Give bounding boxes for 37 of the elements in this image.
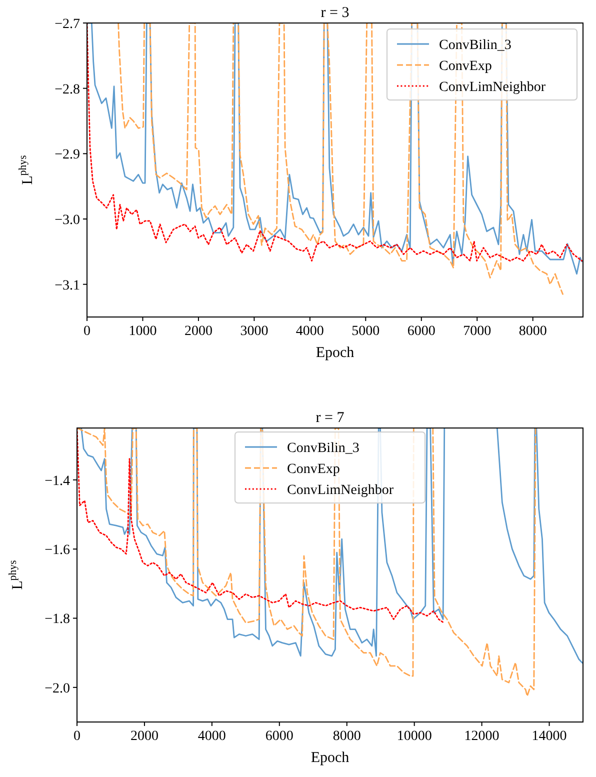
x-tick-label: 5000 [352, 324, 380, 339]
line-series [118, 23, 564, 295]
x-tick-label: 2000 [130, 729, 158, 744]
x-tick-label: 6000 [265, 729, 294, 744]
x-tick-label: 2000 [184, 324, 212, 339]
x-tick-label: 8000 [518, 324, 547, 339]
y-tick-label: −2.8 [54, 82, 80, 98]
chart-title: r = 7 [316, 410, 345, 426]
x-axis-title: Epoch [310, 750, 350, 766]
legend-label: ConvExp [287, 462, 340, 477]
y-tick-label: −2.7 [54, 17, 80, 32]
y-tick-label: −2.9 [54, 148, 80, 163]
legend-label: ConvBilin_3 [287, 441, 360, 456]
x-tick-label: 10000 [396, 729, 432, 744]
y-tick-label: −1.6 [44, 543, 70, 558]
x-tick-label: 0 [74, 729, 80, 744]
x-tick-label: 0 [84, 324, 90, 339]
y-tick-label: −1.8 [44, 612, 70, 628]
x-tick-label: 1000 [128, 324, 157, 339]
x-tick-label: 3000 [240, 324, 268, 339]
x-tick-label: 12000 [464, 729, 500, 744]
legend-label: ConvLimNeighbor [287, 483, 394, 498]
x-tick-label: 4000 [296, 324, 324, 339]
x-tick-label: 14000 [532, 729, 567, 744]
x-tick-label: 6000 [407, 324, 436, 339]
y-tick-label: −3.0 [54, 213, 80, 228]
chart-title: r = 3 [320, 5, 350, 21]
legend-label: ConvExp [439, 59, 492, 74]
y-tick-label: −1.4 [44, 474, 70, 489]
y-tick-label: −2.0 [44, 681, 70, 696]
y-tick-label: −3.1 [54, 278, 80, 294]
legend-label: ConvBilin_3 [439, 38, 512, 53]
x-axis-title: Epoch [316, 345, 355, 361]
x-tick-label: 7000 [463, 324, 492, 339]
x-tick-label: 4000 [198, 729, 226, 744]
x-tick-label: 8000 [332, 729, 361, 744]
legend-label: ConvLimNeighbor [439, 80, 546, 95]
